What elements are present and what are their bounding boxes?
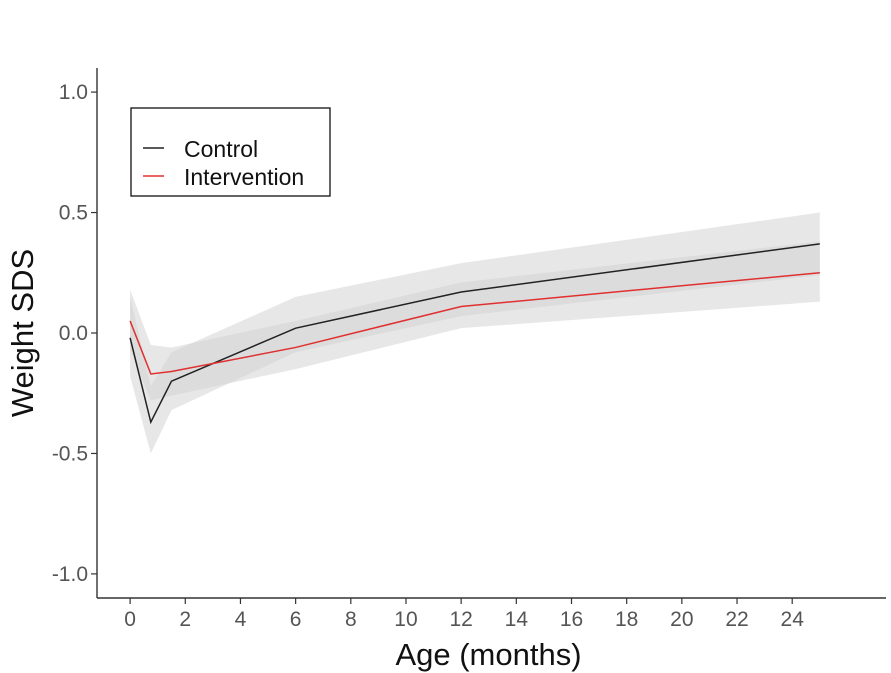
ci-band-intervention (130, 241, 820, 401)
x-tick-label: 12 (449, 608, 472, 631)
x-tick-label: 8 (345, 608, 357, 631)
series-lines (129, 243, 820, 425)
x-tick-label: 0 (124, 608, 136, 631)
y-tick-label: -1.0 (52, 563, 88, 586)
legend-box (130, 107, 331, 197)
legend: Control Intervention (130, 107, 331, 197)
y-tick-label: -0.5 (52, 442, 88, 465)
x-tick-label: 6 (290, 608, 302, 631)
legend-label-intervention: Intervention (184, 164, 304, 190)
y-axis-title: Weight SDS (5, 249, 40, 417)
x-tick-label: 20 (670, 608, 693, 631)
x-tick-label: 16 (560, 608, 583, 631)
legend-label-control: Control (184, 136, 258, 162)
x-tick-label: 22 (725, 608, 748, 631)
series-line-control (129, 243, 820, 425)
x-axis-title: Age (months) (395, 637, 581, 672)
x-tick-label: 10 (394, 608, 417, 631)
x-tick-label: 4 (235, 608, 247, 631)
x-tick-label: 24 (781, 608, 805, 631)
x-tick-label: 18 (615, 608, 638, 631)
series-line-intervention (129, 272, 820, 375)
y-tick-label: 1.0 (59, 81, 88, 104)
x-tick-label: 14 (505, 608, 529, 631)
y-tick-label: 0.5 (59, 202, 88, 225)
ci-band-control (130, 212, 820, 454)
confidence-bands (130, 212, 820, 454)
x-ticks: 0 2 4 6 8 10 12 14 16 18 20 22 24 (124, 598, 804, 631)
x-tick-label: 2 (179, 608, 191, 631)
y-ticks: -1.0 -0.5 0.0 0.5 1.0 (52, 81, 97, 586)
y-tick-label: 0.0 (59, 322, 88, 345)
